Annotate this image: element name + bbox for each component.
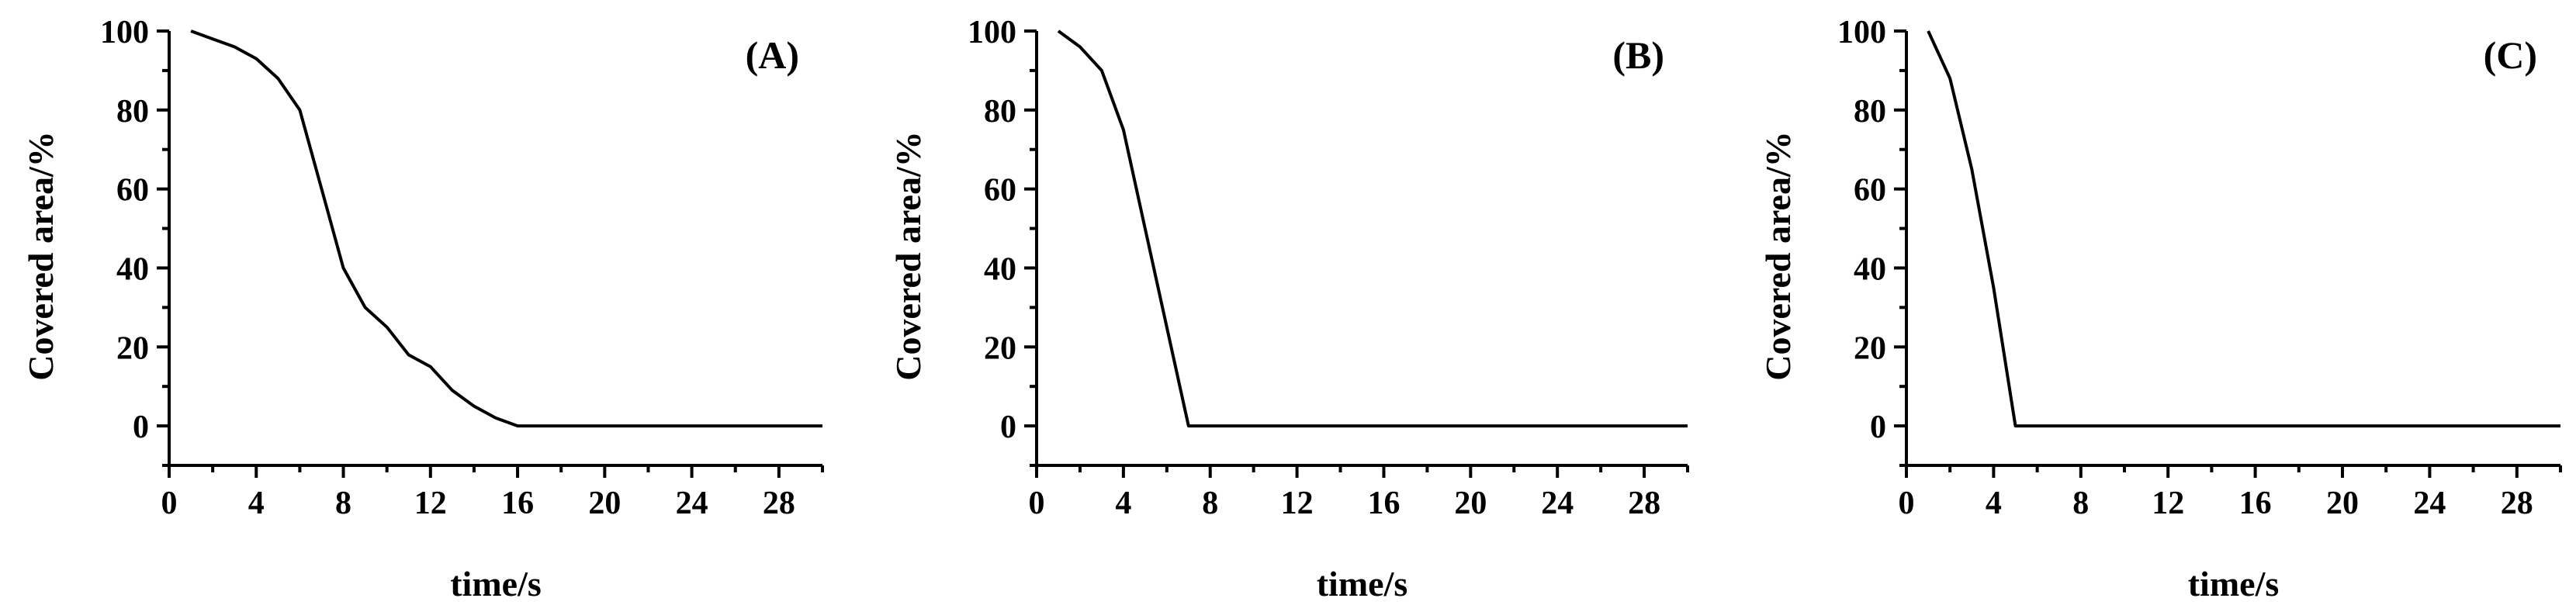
y-tick-label: 0	[1000, 410, 1016, 445]
panel-label: (C)	[2484, 33, 2537, 77]
x-tick-label: 8	[2072, 486, 2089, 521]
panel-label: (A)	[746, 33, 799, 77]
y-tick-label: 20	[116, 330, 149, 366]
x-axis-label: time/s	[1317, 564, 1408, 603]
x-axis-label: time/s	[2188, 564, 2280, 603]
x-tick-label: 20	[2326, 486, 2359, 521]
x-tick-label: 8	[335, 486, 351, 521]
x-tick-label: 16	[501, 486, 534, 521]
series-line-1	[1927, 30, 2560, 428]
y-tick-label: 80	[1854, 94, 1886, 130]
y-tick-label: 40	[116, 251, 149, 287]
x-tick-label: 0	[1899, 486, 1915, 521]
x-tick-label: 12	[1281, 486, 1314, 521]
y-axis-label: Covered area/%	[21, 131, 61, 381]
y-tick-label: 40	[984, 251, 1016, 287]
series-line-1	[190, 29, 822, 428]
y-tick-label: 20	[984, 330, 1016, 366]
x-tick-label: 4	[248, 486, 265, 521]
x-tick-label: 4	[1986, 486, 2002, 521]
x-tick-label: 8	[1202, 486, 1218, 521]
x-tick-label: 24	[2413, 486, 2446, 521]
y-tick-label: 60	[1854, 173, 1886, 209]
chart-panel-1: 0 4 8 12 16 20 24 28 0 20 40 60 80 100 time/s Covered a…	[21, 15, 824, 603]
x-tick-label: 24	[676, 486, 708, 521]
y-tick-label: 60	[116, 173, 149, 209]
y-tick-label: 20	[1854, 330, 1886, 366]
x-tick-label: 20	[588, 486, 621, 521]
y-tick-label: 40	[1854, 251, 1886, 287]
y-tick-label: 0	[1870, 410, 1886, 445]
x-tick-label: 20	[1454, 486, 1487, 521]
x-axis-label: time/s	[450, 564, 542, 603]
series-line-1	[1057, 29, 1688, 428]
y-tick-label: 60	[984, 173, 1016, 209]
x-tick-label: 24	[1541, 486, 1574, 521]
x-tick-label: 28	[1628, 486, 1660, 521]
x-tick-label: 12	[414, 486, 447, 521]
x-tick-label: 0	[161, 486, 178, 521]
x-tick-label: 12	[2152, 486, 2184, 521]
y-tick-label: 80	[984, 94, 1016, 130]
y-tick-label: 100	[100, 15, 149, 50]
x-tick-label: 0	[1029, 486, 1045, 521]
y-axis-label: Covered area/%	[1758, 131, 1798, 381]
y-tick-label: 0	[133, 410, 149, 445]
y-axis-label: Covered area/%	[888, 131, 928, 381]
y-tick-label: 100	[968, 15, 1016, 50]
x-tick-label: 4	[1115, 486, 1131, 521]
x-tick-label: 28	[763, 486, 795, 521]
x-tick-label: 16	[1367, 486, 1400, 521]
x-tick-label: 16	[2239, 486, 2272, 521]
x-tick-label: 28	[2501, 486, 2533, 521]
panel-label: (B)	[1612, 33, 1664, 77]
y-tick-label: 80	[116, 94, 149, 130]
chart-panel-3: 0 4 8 12 16 20 24 28 0 20 40 60 80 100 time/s Covered a…	[1758, 15, 2562, 603]
chart-panel-2: 0 4 8 12 16 20 24 28 0 20 40 60 80 100 time/s Covered a…	[888, 15, 1689, 603]
y-tick-label: 100	[1837, 15, 1886, 50]
